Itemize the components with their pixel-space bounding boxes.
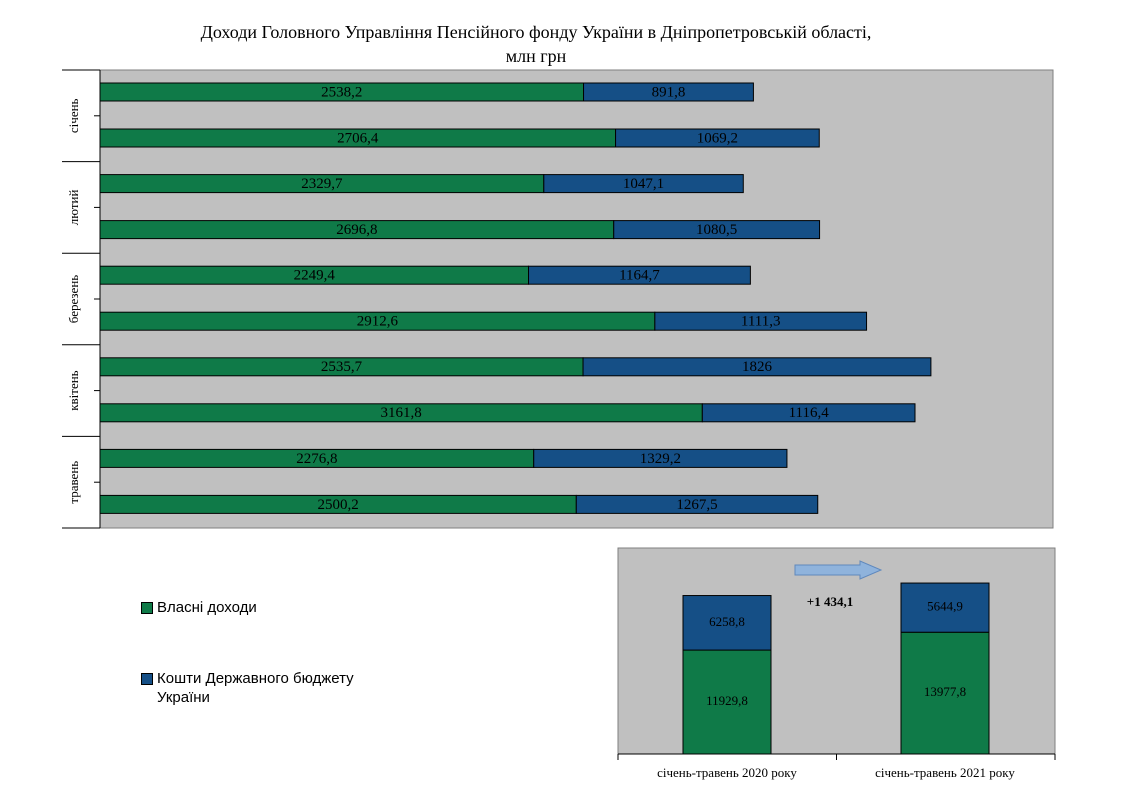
growth-annotation: +1 434,1 — [807, 594, 853, 609]
data-label-budget: 1080,5 — [696, 222, 737, 238]
legend-own-swatch — [141, 602, 153, 614]
summary-label-budget: 5644,9 — [927, 599, 963, 614]
summary-label-own: 11929,8 — [706, 693, 748, 708]
data-label-own: 2706,4 — [337, 130, 379, 146]
bar-budget-funds — [575, 494, 819, 514]
bar-budget-funds — [615, 128, 820, 148]
chart-title-line-1: Доходи Головного Управління Пенсійного ф… — [200, 22, 872, 42]
month-label: лютий — [66, 190, 81, 226]
summary-bar-budget-funds — [682, 595, 772, 651]
data-label-own: 2249,4 — [294, 268, 336, 284]
bar-budget-funds — [528, 265, 751, 285]
bar-budget-funds — [654, 311, 868, 331]
month-label: березень — [66, 275, 81, 324]
data-label-budget: 1116,4 — [789, 405, 830, 421]
data-label-budget: 1069,2 — [697, 130, 738, 146]
data-label-own: 2912,6 — [357, 314, 399, 330]
data-label-budget: 1267,5 — [676, 497, 717, 513]
bar-budget-funds — [613, 220, 821, 240]
bar-budget-funds — [582, 357, 932, 377]
summary-bar-own-income — [682, 649, 772, 755]
bar-budget-funds — [543, 174, 744, 194]
legend-own-income: Власні доходи — [141, 598, 397, 617]
summary-bar-budget-funds — [900, 582, 990, 633]
month-label: травень — [66, 461, 81, 504]
summary-label-own: 13977,8 — [924, 684, 966, 699]
data-label-budget: 891,8 — [652, 84, 686, 100]
data-label-budget: 1047,1 — [623, 176, 664, 192]
bar-budget-funds — [533, 448, 788, 468]
data-label-own: 2500,2 — [318, 497, 359, 513]
data-label-own: 2538,2 — [321, 84, 362, 100]
data-label-own: 3161,8 — [381, 405, 422, 421]
legend-budget-funds: Кошти Державного бюджету України — [141, 669, 397, 707]
legend-budget-label: Кошти Державного бюджету України — [157, 670, 354, 706]
data-label-budget: 1329,2 — [640, 451, 681, 467]
growth-arrow-icon — [794, 560, 883, 580]
data-label-budget: 1826 — [742, 359, 773, 375]
month-label: січень — [66, 98, 81, 133]
bar-budget-funds — [583, 82, 754, 102]
data-label-budget: 1164,7 — [619, 268, 660, 284]
data-label-own: 2535,7 — [321, 359, 363, 375]
legend-budget-swatch — [141, 673, 153, 685]
summary-label-budget: 6258,8 — [709, 614, 745, 629]
summary-category-label: січень-травень 2021 року — [875, 765, 1015, 780]
bar-budget-funds — [701, 403, 916, 423]
month-label: квітень — [66, 370, 81, 410]
legend-own-label: Власні доходи — [157, 599, 257, 616]
summary-category-label: січень-травень 2020 року — [657, 765, 797, 780]
data-label-own: 2276,8 — [296, 451, 337, 467]
data-label-own: 2696,8 — [336, 222, 377, 238]
data-label-own: 2329,7 — [301, 176, 343, 192]
chart-title-line-2: млн грн — [505, 46, 567, 66]
data-label-budget: 1111,3 — [741, 314, 781, 330]
